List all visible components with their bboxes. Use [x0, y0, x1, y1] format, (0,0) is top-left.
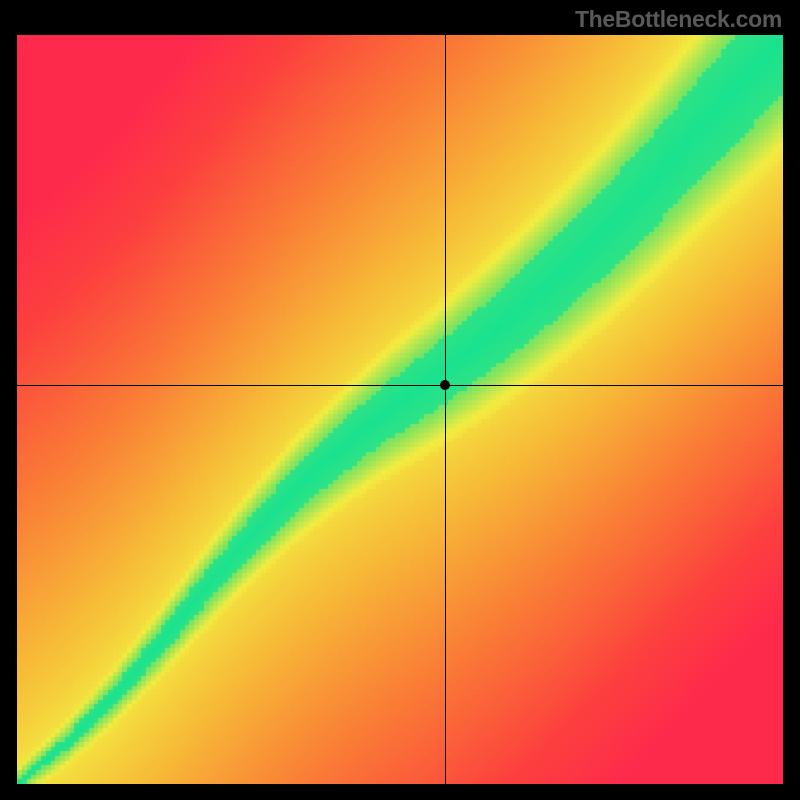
heatmap-canvas	[17, 35, 783, 784]
plot-frame	[17, 35, 783, 784]
crosshair-vertical	[445, 35, 446, 784]
watermark-text: TheBottleneck.com	[575, 6, 782, 33]
selection-marker	[440, 380, 450, 390]
crosshair-horizontal	[17, 385, 783, 386]
